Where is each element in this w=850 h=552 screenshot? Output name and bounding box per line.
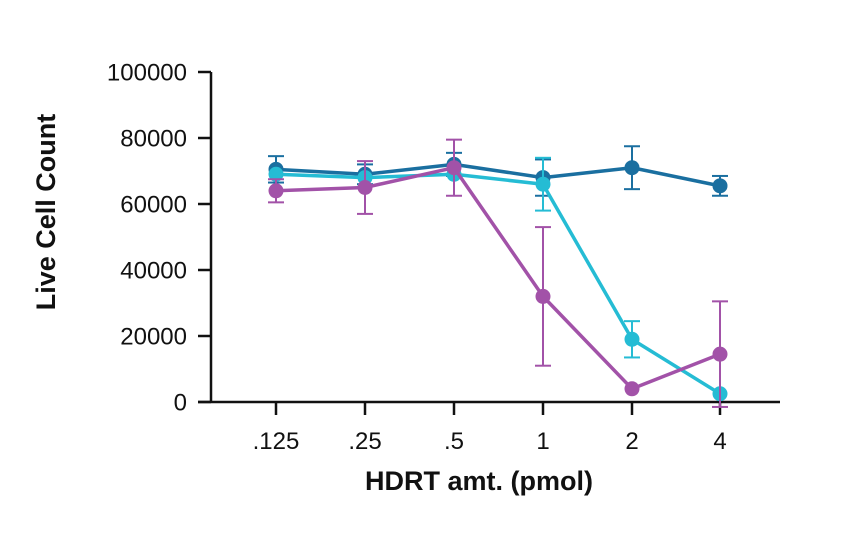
y-tick-label: 20000	[120, 324, 187, 351]
data-point	[357, 180, 373, 195]
y-axis-title: Live Cell Count	[31, 114, 61, 311]
x-ticks: .125 .25 .5 1 2 4	[253, 402, 727, 455]
y-tick-label: 40000	[120, 258, 187, 285]
y-tick-label: 60000	[120, 192, 187, 219]
x-tick-label: 2	[625, 428, 638, 455]
series-layer	[268, 138, 728, 408]
y-tick-label: 100000	[107, 60, 187, 87]
data-point	[535, 288, 551, 304]
data-point	[624, 331, 640, 347]
data-point	[268, 166, 284, 182]
x-tick-label: 1	[536, 428, 549, 455]
data-point	[535, 176, 551, 192]
data-point	[712, 346, 728, 362]
data-point	[712, 178, 728, 194]
data-point	[446, 160, 462, 176]
series-line	[275, 172, 721, 396]
x-tick-label: 4	[713, 428, 726, 455]
x-tick-label: .125	[253, 428, 300, 455]
series-line	[275, 165, 721, 391]
x-axis-title: HDRT amt. (pmol)	[365, 466, 593, 496]
y-tick-label: 0	[174, 390, 187, 417]
x-tick-label: .25	[348, 428, 381, 455]
data-point	[624, 381, 640, 397]
series-line	[275, 162, 721, 188]
axes	[198, 72, 780, 404]
x-tick-label: .5	[444, 428, 464, 455]
data-point	[268, 183, 284, 199]
series-3	[268, 138, 728, 408]
y-ticks: 0 20000 40000 60000 80000 100000	[107, 60, 211, 417]
data-point	[624, 160, 640, 176]
y-tick-label: 80000	[120, 126, 187, 153]
series-2	[268, 156, 728, 402]
